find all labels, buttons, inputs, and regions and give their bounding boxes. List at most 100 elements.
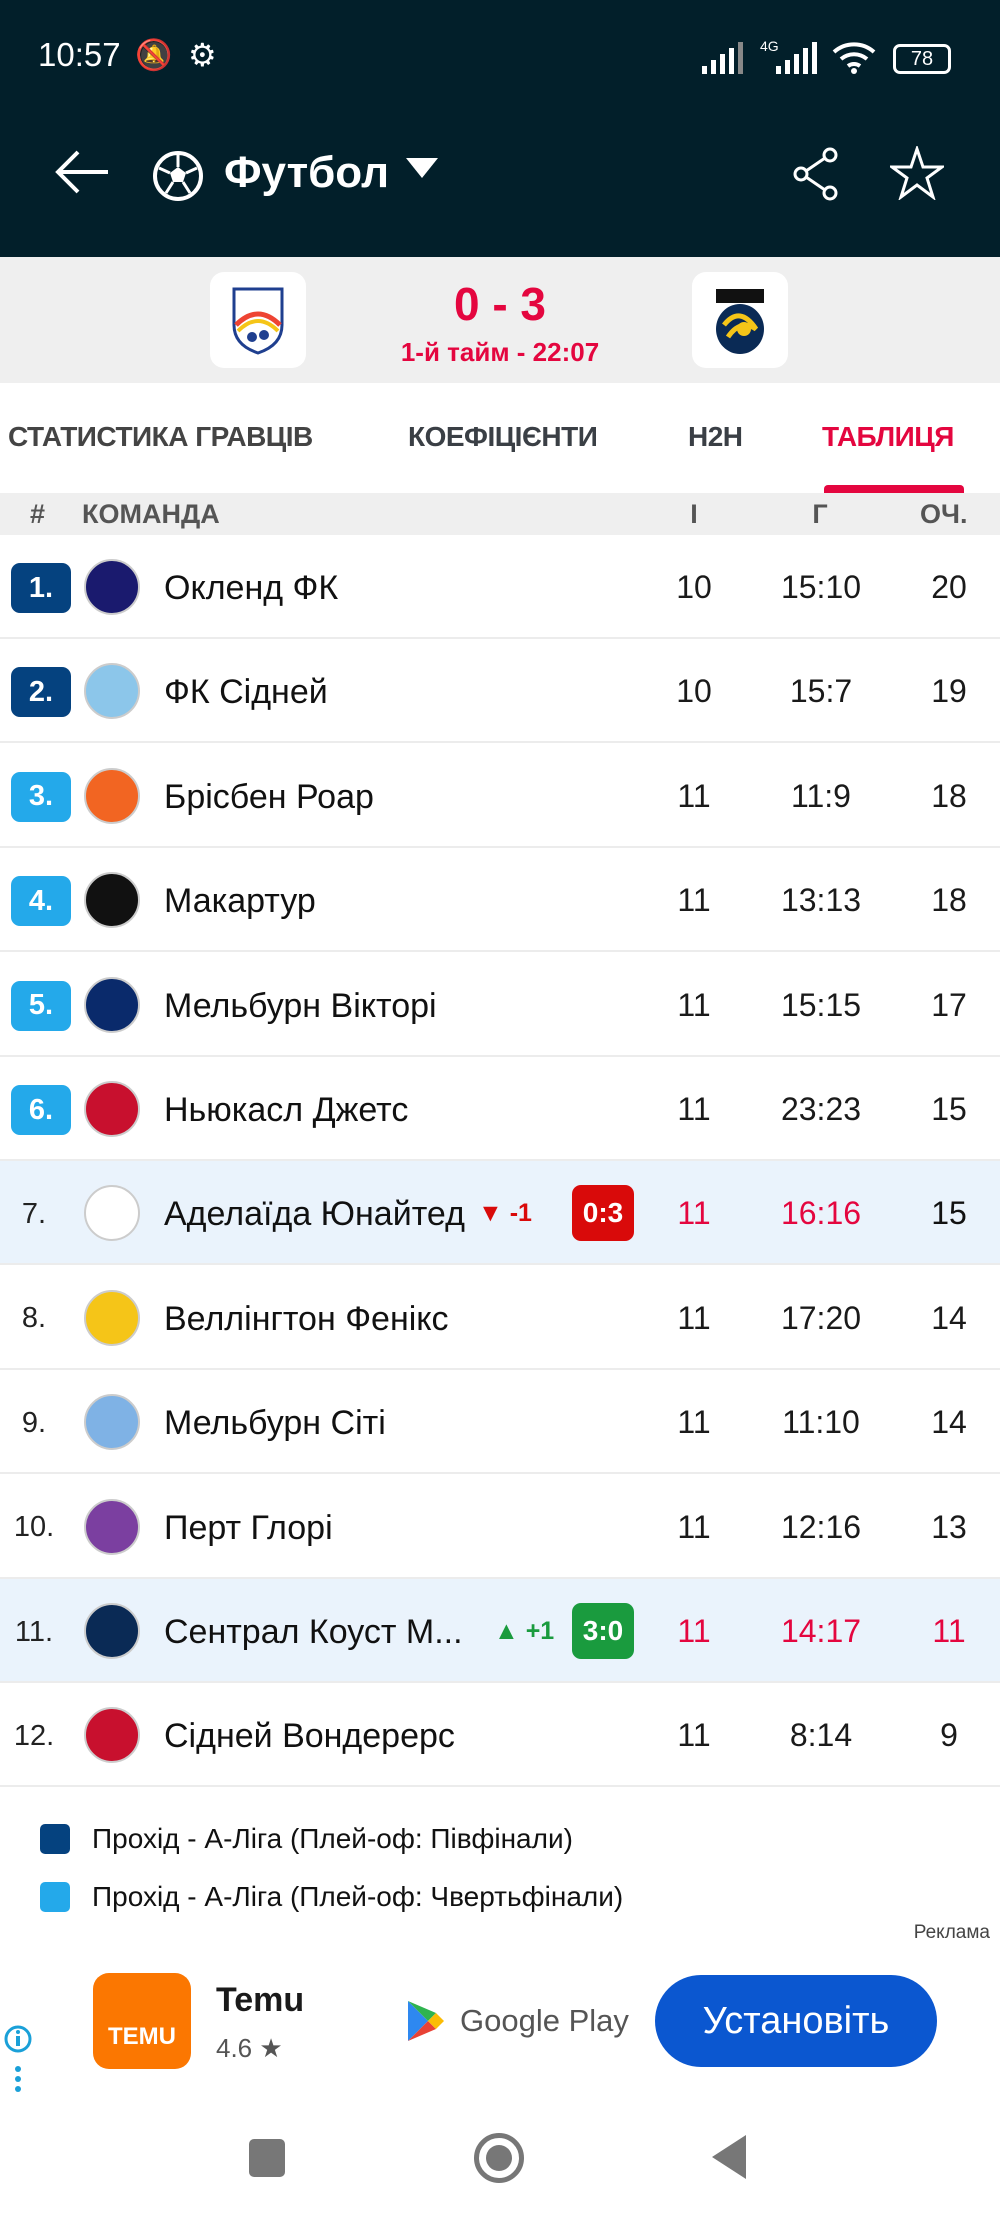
share-icon[interactable]	[792, 146, 840, 202]
points: 17	[931, 986, 967, 1023]
played: 11	[677, 1299, 711, 1336]
table-row[interactable]: 11. Сентрал Коуст М... ▲ +1 3:0 11 14:17 11	[0, 1579, 1000, 1683]
table-row[interactable]: 2. ФК Сідней 10 15:7 19	[0, 639, 1000, 744]
points: 20	[931, 569, 967, 605]
table-row[interactable]: 4. Макартур 11 13:13 18	[0, 848, 1000, 953]
played: 11	[677, 1613, 711, 1649]
ad-info-icon[interactable]	[4, 2025, 32, 2095]
team-name[interactable]: ФК Сідней	[164, 673, 328, 712]
table-row[interactable]: 7. Аделаїда Юнайтед ▼ -1 0:3 11 16:16 15	[0, 1161, 1000, 1266]
table-row[interactable]: 6. Ньюкасл Джетс 11 23:23 15	[0, 1057, 1000, 1161]
table-row[interactable]: 12. Сідней Вондерерс 11 8:14 9	[0, 1683, 1000, 1788]
team-name[interactable]: Аделаїда Юнайтед	[164, 1195, 465, 1234]
goals: 11:10	[782, 1404, 860, 1441]
ad-app-name[interactable]: Temu	[216, 1981, 305, 2019]
home-icon[interactable]	[474, 2133, 524, 2183]
match-header[interactable]: 0 - 3 1-й тайм - 22:07	[0, 257, 1000, 383]
mute-icon: 🔕	[135, 39, 173, 72]
goals: 8:14	[789, 1717, 853, 1754]
home-team-logo[interactable]	[210, 272, 306, 368]
goals: 17:20	[780, 1299, 862, 1336]
soccer-ball-icon	[153, 151, 203, 201]
goals: 15:15	[780, 986, 862, 1023]
team-name[interactable]: Ньюкасл Джетс	[164, 1091, 409, 1129]
header-rank: #	[30, 499, 46, 529]
position-change: -1	[509, 1199, 532, 1228]
team-logo	[84, 1707, 140, 1764]
tab-bar: СТАТИСТИКА ГРАВЦІВ КОЕФІЦІЄНТИ H2H ТАБЛИ…	[0, 383, 1000, 493]
team-name[interactable]: Окленд ФК	[164, 569, 339, 607]
team-name[interactable]: Перт Глорі	[164, 1508, 333, 1547]
table-row[interactable]: 5. Мельбурн Вікторі 11 15:15 17	[0, 952, 1000, 1057]
played: 10	[676, 569, 712, 605]
played: 11	[677, 1195, 711, 1232]
team-name[interactable]: Макартур	[164, 882, 316, 921]
tab-table[interactable]: ТАБЛИЦЯ	[822, 421, 954, 452]
team-name[interactable]: Мельбурн Сіті	[164, 1404, 386, 1443]
points: 18	[931, 777, 967, 814]
played: 11	[677, 986, 711, 1023]
rank-badge: 9.	[21, 1406, 47, 1439]
arrow-up-icon: ▲	[494, 1617, 519, 1645]
star-icon[interactable]	[890, 146, 944, 200]
table-row[interactable]: 3. Брісбен Роар 11 11:9 18	[0, 743, 1000, 848]
played: 11	[677, 1091, 711, 1127]
table-row[interactable]: 9. Мельбурн Сіті 11 11:10 14	[0, 1370, 1000, 1475]
points: 14	[931, 1299, 967, 1336]
goals: 15:7	[789, 673, 853, 710]
table-header: # КОМАНДА І Г ОЧ.	[0, 493, 1000, 535]
tab-odds[interactable]: КОЕФІЦІЄНТИ	[408, 421, 598, 452]
settings-icon: ⚙	[188, 37, 217, 73]
goals: 23:23	[780, 1091, 862, 1127]
rank-badge: 1.	[11, 563, 71, 613]
tab-player-stats[interactable]: СТАТИСТИКА ГРАВЦІВ	[8, 421, 313, 452]
app-header: 10:57 🔕 ⚙ 4G 78 Футбол	[0, 0, 1000, 257]
position-down: ▼ -1	[478, 1199, 532, 1228]
team-logo	[84, 767, 140, 824]
active-tab-indicator	[824, 485, 964, 493]
team-name[interactable]: Мельбурн Вікторі	[164, 986, 437, 1025]
rank-badge: 4.	[11, 876, 71, 927]
legend-item-semifinal: Прохід - А-Ліга (Плей-оф: Півфінали)	[40, 1823, 573, 1855]
temu-app-icon[interactable]: TEMU	[93, 1973, 191, 2069]
match-score: 0 - 3	[453, 278, 547, 330]
points: 9	[940, 1717, 958, 1754]
points: 15	[931, 1195, 967, 1232]
goals: 15:10	[780, 569, 862, 605]
team-name[interactable]: Сідней Вондерерс	[164, 1717, 455, 1756]
table-row[interactable]: 1. Окленд ФК 10 15:10 20	[0, 535, 1000, 639]
team-name[interactable]: Веллінгтон Фенікс	[164, 1299, 449, 1338]
header-points: ОЧ.	[920, 499, 968, 529]
team-logo	[84, 872, 140, 929]
goals: 12:16	[780, 1508, 862, 1545]
signal-4g-icon	[776, 42, 817, 74]
points: 15	[931, 1091, 967, 1127]
install-button[interactable]: Установіть	[655, 1975, 937, 2067]
google-play-label: Google Play	[460, 2003, 629, 2038]
table-row[interactable]: 8. Веллінгтон Фенікс 11 17:20 14	[0, 1265, 1000, 1370]
points: 13	[931, 1508, 967, 1545]
points: 18	[931, 882, 967, 919]
wifi-icon	[832, 42, 876, 74]
rank-badge: 12.	[13, 1719, 55, 1752]
tab-h2h[interactable]: H2H	[688, 421, 743, 452]
team-logo	[84, 1498, 140, 1555]
back-arrow-icon[interactable]	[54, 150, 110, 194]
away-team-logo[interactable]	[692, 272, 788, 368]
recents-icon[interactable]	[249, 2139, 285, 2177]
header-goals: Г	[812, 499, 828, 529]
legend-item-quarterfinal: Прохід - А-Ліга (Плей-оф: Чвертьфінали)	[40, 1881, 623, 1913]
back-icon[interactable]	[712, 2135, 746, 2179]
signal-icon	[702, 42, 743, 74]
table-row[interactable]: 10. Перт Глорі 11 12:16 13	[0, 1474, 1000, 1579]
sport-title[interactable]: Футбол	[224, 148, 390, 197]
legend-label: Прохід - А-Ліга (Плей-оф: Півфінали)	[92, 1823, 573, 1854]
ad-banner[interactable]: TEMU Temu 4.6 ★ Google Play Установіть	[0, 1945, 1000, 2095]
team-name[interactable]: Брісбен Роар	[164, 777, 374, 816]
rank-badge: 11.	[14, 1615, 54, 1648]
ad-label: Реклама	[913, 1922, 990, 1943]
team-name[interactable]: Сентрал Коуст М...	[164, 1613, 463, 1651]
dropdown-icon[interactable]	[406, 158, 438, 178]
goals: 14:17	[780, 1613, 862, 1649]
played: 11	[677, 882, 711, 919]
